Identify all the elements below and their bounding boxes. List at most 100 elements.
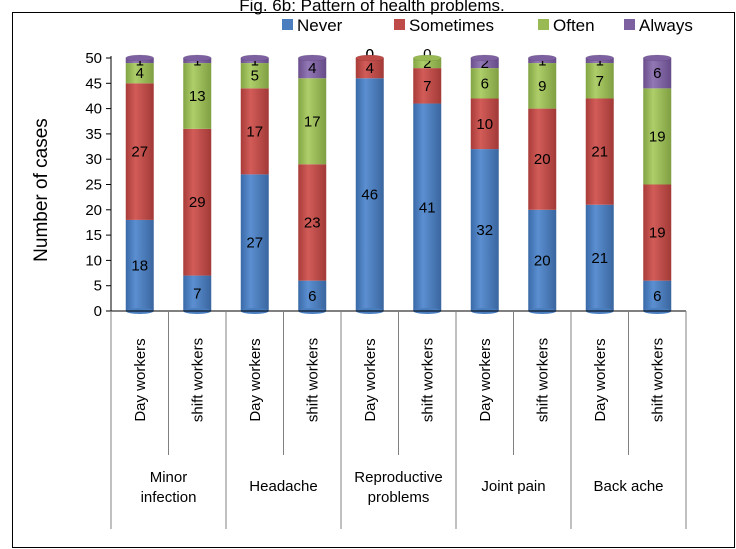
bar-segment-never <box>528 209 557 311</box>
legend-swatch-never <box>282 19 293 30</box>
y-tick-label: 45 <box>85 75 102 92</box>
bar-segment-sometimes <box>298 164 327 281</box>
data-label: 20 <box>534 252 551 269</box>
bar-stack: 32 10 6 2 <box>470 54 499 314</box>
bar-stack: 27 17 51 <box>240 53 269 314</box>
data-label: 19 <box>649 128 666 145</box>
bar-segment-always <box>298 58 327 79</box>
data-label: 27 <box>246 235 263 252</box>
bar-segment-sometimes <box>240 88 269 175</box>
data-label: 4 <box>366 60 374 77</box>
bar-segment-sometimes <box>413 68 442 104</box>
data-label: 1 <box>596 53 604 70</box>
bar-segment-often <box>413 58 442 69</box>
data-label: 7 <box>193 285 201 302</box>
y-tick-label: 25 <box>85 177 102 194</box>
data-label: 17 <box>246 123 263 140</box>
data-label: 23 <box>304 214 321 231</box>
y-tick-label: 40 <box>85 101 102 118</box>
legend-label-always: Always <box>639 16 693 35</box>
data-label: 1 <box>538 53 546 70</box>
data-label: 1 <box>193 53 201 70</box>
bar-top-cap <box>585 54 614 62</box>
data-label: 19 <box>649 225 666 242</box>
y-tick-label: 30 <box>85 151 102 168</box>
data-label: 20 <box>534 151 551 168</box>
bar-segment-never <box>298 280 327 311</box>
y-tick-label: 10 <box>85 252 102 269</box>
data-label: 2 <box>481 55 489 72</box>
bar-segment-often <box>240 63 269 89</box>
bar-stack: 21 21 7 1 <box>585 53 614 314</box>
legend-label-sometimes: Sometimes <box>409 16 494 35</box>
x-category-label: shift workers <box>534 338 551 422</box>
bar-segment-sometimes <box>470 98 499 150</box>
legend-swatch-often <box>538 19 549 30</box>
data-label: 0 <box>366 46 374 63</box>
data-label: 1 <box>136 53 144 70</box>
bar-stack: 6 23 17 4 <box>298 54 327 314</box>
bar-stack: 18 27 41 <box>125 53 154 314</box>
bars: 1827417291312717516231744640041720321062… <box>125 46 672 314</box>
x-group-label: problems <box>368 489 430 506</box>
legend: Never Sometimes Often Always <box>282 16 693 35</box>
bar-top-cap <box>355 54 384 62</box>
data-label: 6 <box>308 288 316 305</box>
x-group-label: Joint pain <box>481 478 545 495</box>
data-label: 6 <box>481 75 489 92</box>
y-tick-label: 35 <box>85 126 102 143</box>
x-category-label: Day workers <box>362 338 379 421</box>
legend-label-never: Never <box>297 16 343 35</box>
data-label: 0 <box>423 46 431 63</box>
bar-segment-sometimes <box>643 184 672 281</box>
bar-top-cap <box>528 54 557 62</box>
bar-segment-never <box>413 103 442 311</box>
data-label: 0 <box>366 46 374 63</box>
bar-segment-never <box>585 204 614 311</box>
bar-segment-sometimes <box>585 98 614 205</box>
data-label: 46 <box>361 187 378 204</box>
x-category-label: shift workers <box>189 338 206 422</box>
data-label: 10 <box>476 116 493 133</box>
data-label: 1 <box>251 53 259 70</box>
y-tick-label: 50 <box>85 50 102 67</box>
x-group-label: Reproductive <box>354 469 442 486</box>
bar-segment-often <box>298 78 327 165</box>
chart-title: Fig. 6b: Pattern of health problems. <box>239 0 505 15</box>
data-label: 18 <box>131 257 148 274</box>
bar-segment-sometimes <box>183 128 212 276</box>
y-tick-label: 0 <box>94 303 102 320</box>
data-label: 7 <box>423 78 431 95</box>
data-label: 21 <box>591 144 608 161</box>
bar-stack: 6 19 19 6 <box>643 54 672 314</box>
data-label: 9 <box>538 78 546 95</box>
bar-segment-always <box>643 58 672 89</box>
bar-segment-never <box>643 280 672 311</box>
bar-segment-never <box>355 78 384 312</box>
x-axis: Day workers shift workers Day workers shift… <box>110 310 687 529</box>
x-category-label: Day workers <box>132 338 149 421</box>
bar-top-cap <box>413 54 442 62</box>
bar-segment-often <box>125 63 154 84</box>
bar-segment-never <box>470 149 499 311</box>
y-tick-label: 20 <box>85 202 102 219</box>
bar-segment-never <box>183 275 212 311</box>
data-label: 17 <box>304 113 321 130</box>
x-group-label: infection <box>141 489 197 506</box>
bar-segment-often <box>643 88 672 185</box>
data-label: 6 <box>653 288 661 305</box>
bar-segment-always <box>470 58 499 69</box>
bar-top-cap <box>240 54 269 62</box>
y-axis: 0 5 10 15 20 25 30 35 40 45 50 <box>85 50 112 320</box>
bar-top-cap <box>470 54 499 62</box>
bar-top-cap <box>183 54 212 62</box>
chart-border <box>12 12 735 548</box>
data-label: 29 <box>189 194 206 211</box>
data-label: 4 <box>136 65 144 82</box>
data-label: 13 <box>189 88 206 105</box>
x-category-label: shift workers <box>304 338 321 422</box>
bar-top-cap <box>125 54 154 62</box>
bar-segment-often <box>585 63 614 99</box>
